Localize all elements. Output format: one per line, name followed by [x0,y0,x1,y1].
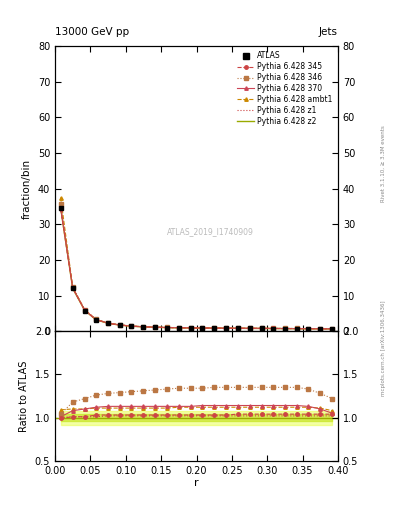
Legend: ATLAS, Pythia 6.428 345, Pythia 6.428 346, Pythia 6.428 370, Pythia 6.428 ambt1,: ATLAS, Pythia 6.428 345, Pythia 6.428 34… [236,50,334,127]
Text: 13000 GeV pp: 13000 GeV pp [55,27,129,37]
Y-axis label: fraction/bin: fraction/bin [22,159,32,219]
X-axis label: r: r [194,478,199,488]
Text: Rivet 3.1.10, ≥ 3.3M events: Rivet 3.1.10, ≥ 3.3M events [381,125,386,202]
Y-axis label: Ratio to ATLAS: Ratio to ATLAS [19,360,29,432]
Text: ATLAS_2019_I1740909: ATLAS_2019_I1740909 [167,227,254,236]
Text: Jets: Jets [319,27,338,37]
Text: mcplots.cern.ch [arXiv:1306.3436]: mcplots.cern.ch [arXiv:1306.3436] [381,301,386,396]
